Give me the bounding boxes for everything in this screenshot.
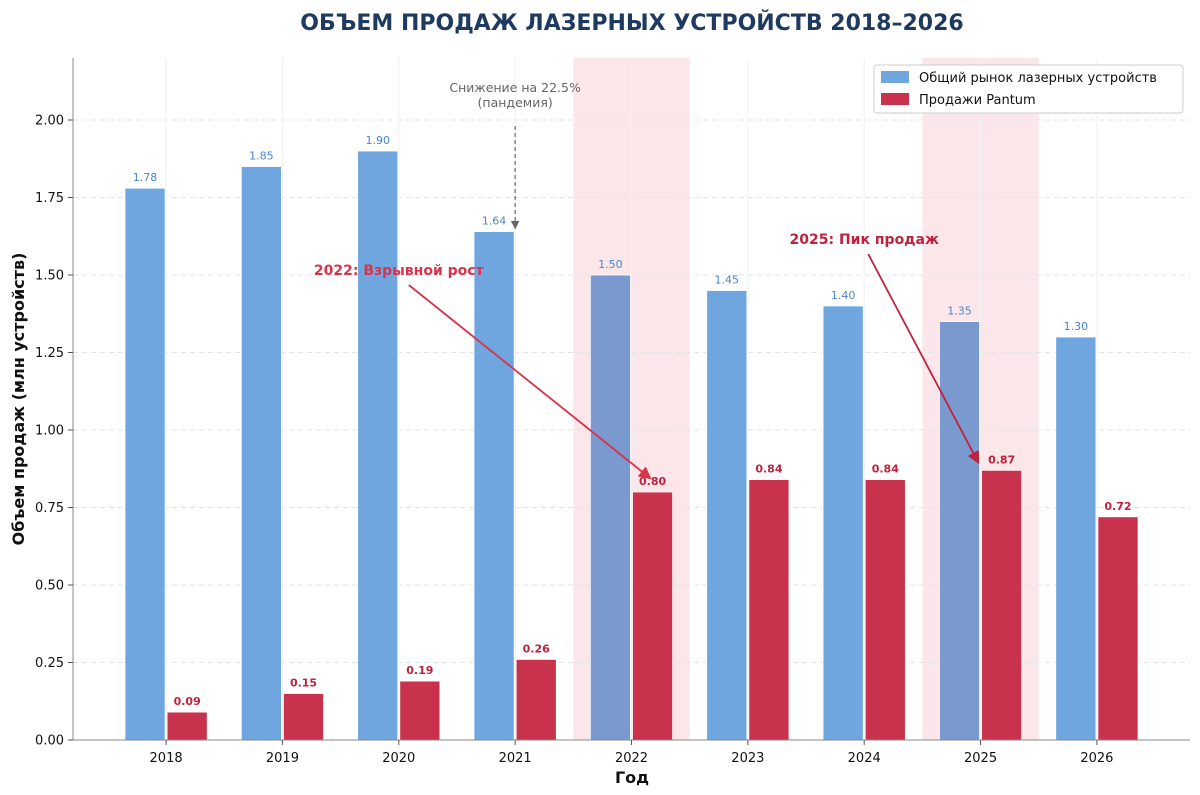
y-tick-labels: 0.00 0.25 0.50 0.75 1.00 1.25 1.50 1.75 2.00 xyxy=(35,114,73,749)
legend-label-total: Общий рынок лазерных устройств xyxy=(919,71,1157,86)
bar-labels: 1.78 1.85 1.90 1.64 1.50 1.45 1.40 1.35 1.30 0.09… xyxy=(133,134,1132,708)
bar-label-pantum-2025: 0.87 xyxy=(988,453,1015,466)
y-axis-title: Объем продаж (млн устройств) xyxy=(9,253,28,546)
bar-label-total-2019: 1.85 xyxy=(249,150,274,163)
y-tick-label-2: 0.50 xyxy=(35,579,64,594)
x-tick-label-2021: 2021 xyxy=(499,751,532,766)
bar-total-2020 xyxy=(357,150,399,741)
bar-label-pantum-2026: 0.72 xyxy=(1104,500,1131,513)
bar-total-2019 xyxy=(240,166,282,741)
x-tick-label-2026: 2026 xyxy=(1080,751,1113,766)
bar-pantum-2018 xyxy=(166,711,208,741)
x-tick-label-2025: 2025 xyxy=(964,751,997,766)
x-tick-label-2019: 2019 xyxy=(266,751,299,766)
y-tick-label-6: 1.50 xyxy=(35,269,64,284)
bar-total-2022 xyxy=(589,274,631,741)
chart-title: ОБЪЕМ ПРОДАЖ ЛАЗЕРНЫХ УСТРОЙСТВ 2018–202… xyxy=(300,10,963,36)
bar-label-total-2023: 1.45 xyxy=(715,274,740,287)
bar-total-2025 xyxy=(939,321,980,741)
bar-pantum-2022 xyxy=(632,491,674,741)
annotation-text-boom-0: 2022: Взрывной рост xyxy=(314,263,485,279)
bar-total-2023 xyxy=(706,290,748,741)
legend: Общий рынок лазерных устройств Продажи P… xyxy=(873,64,1184,114)
x-tick-label-2020: 2020 xyxy=(382,751,415,766)
bar-label-total-2026: 1.30 xyxy=(1064,320,1089,333)
bar-pantum-2021 xyxy=(515,659,557,741)
bar-label-total-2021: 1.64 xyxy=(482,215,507,228)
y-tick-label-7: 1.75 xyxy=(35,191,64,206)
bar-label-pantum-2020: 0.19 xyxy=(406,664,433,677)
legend-frame xyxy=(873,64,1184,114)
annotation-text-peak-0: 2025: Пик продаж xyxy=(790,232,939,248)
bar-label-pantum-2024: 0.84 xyxy=(872,463,899,476)
y-tick-label-1: 0.25 xyxy=(35,656,64,671)
x-tick-label-2023: 2023 xyxy=(731,751,764,766)
x-tick-label-2018: 2018 xyxy=(150,751,183,766)
annotation-text-pandemic-1: (пандемия) xyxy=(478,95,553,110)
bar-pantum-2020 xyxy=(399,680,441,741)
bar-pantum-2023 xyxy=(748,479,790,741)
bar-total-2021 xyxy=(473,231,515,741)
bar-pantum-2024 xyxy=(864,479,906,741)
annotation-arrow-boom xyxy=(408,284,652,480)
annotations: Снижение на 22.5%(пандемия) 2022: Взрывно… xyxy=(314,80,980,480)
bar-total-2024 xyxy=(822,305,864,741)
x-axis-title: Год xyxy=(615,768,649,787)
legend-label-pantum: Продажи Pantum xyxy=(919,93,1036,108)
y-tick-label-0: 0.00 xyxy=(35,734,64,749)
bar-label-pantum-2023: 0.84 xyxy=(755,463,782,476)
bar-label-total-2018: 1.78 xyxy=(133,171,158,184)
bar-total-2018 xyxy=(124,187,166,741)
bar-label-total-2025: 1.35 xyxy=(947,305,972,318)
bar-pantum-2019 xyxy=(283,693,324,741)
x-tick-labels: 2018 2019 2020 2021 2022 2023 2024 2025 2026 xyxy=(150,740,1113,766)
bar-label-total-2024: 1.40 xyxy=(831,289,856,302)
y-tick-label-3: 0.75 xyxy=(35,501,64,516)
y-tick-label-8: 2.00 xyxy=(35,114,64,129)
x-tick-label-2022: 2022 xyxy=(615,751,648,766)
bar-label-total-2020: 1.90 xyxy=(365,134,390,147)
bar-total-2026 xyxy=(1055,336,1097,741)
bar-label-pantum-2022: 0.80 xyxy=(639,475,666,488)
bar-label-total-2022: 1.50 xyxy=(598,258,623,271)
bar-pantum-2026 xyxy=(1097,516,1139,741)
x-tick-label-2024: 2024 xyxy=(848,751,881,766)
bar-label-pantum-2021: 0.26 xyxy=(523,642,550,655)
gridlines xyxy=(73,58,1190,741)
legend-swatch-pantum xyxy=(881,93,909,105)
annotation-text-pandemic-0: Снижение на 22.5% xyxy=(449,80,581,95)
y-tick-label-5: 1.25 xyxy=(35,346,64,361)
y-tick-label-4: 1.00 xyxy=(35,424,64,439)
annotation-arrow-peak xyxy=(867,253,980,465)
legend-swatch-total xyxy=(881,71,909,83)
bar-label-pantum-2019: 0.15 xyxy=(290,677,317,690)
bars xyxy=(124,150,1139,741)
bar-pantum-2025 xyxy=(981,469,1023,741)
bar-label-pantum-2018: 0.09 xyxy=(174,695,201,708)
